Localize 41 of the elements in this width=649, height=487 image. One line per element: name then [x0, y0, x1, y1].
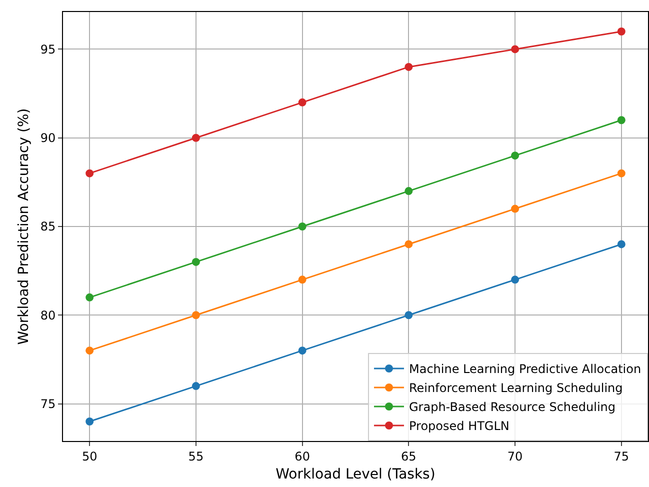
point: [298, 346, 306, 355]
point: [404, 240, 413, 248]
point: [298, 222, 306, 230]
x-tick-label: 70: [507, 449, 523, 464]
point: [617, 169, 626, 178]
x-tick-label: 60: [294, 449, 310, 464]
x-tick-label: 50: [82, 449, 98, 464]
point: [298, 98, 306, 106]
point: [86, 346, 94, 355]
point: [511, 152, 520, 160]
point: [192, 382, 200, 390]
y-axis-title: Workload Prediction Accuracy (%): [16, 108, 32, 345]
point: [511, 204, 520, 213]
legend-label: Reinforcement Learning Scheduling: [409, 381, 623, 396]
point: [617, 240, 626, 248]
point: [511, 45, 520, 54]
legend-label: Graph-Based Resource Scheduling: [409, 400, 616, 414]
y-tick-label: 80: [40, 308, 56, 322]
y-tick-label: 90: [40, 131, 56, 146]
x-tick-label: 65: [401, 449, 416, 464]
legend-label: Machine Learning Predictive Allocation: [409, 362, 642, 376]
x-axis-title: Workload Level (Tasks): [276, 466, 436, 483]
point: [86, 169, 94, 178]
point: [298, 276, 306, 284]
point: [86, 418, 94, 426]
point: [617, 116, 626, 124]
point: [617, 28, 626, 36]
y-tick-label: 95: [40, 42, 56, 56]
point: [192, 134, 200, 142]
x-tick-label: 75: [614, 449, 630, 464]
point: [511, 276, 520, 284]
point: [404, 187, 413, 196]
point: [404, 311, 413, 320]
legend-label: Proposed HTGLN: [409, 419, 510, 434]
point: [404, 62, 413, 71]
x-tick-label: 55: [188, 449, 204, 464]
point: [192, 258, 200, 266]
y-tick-label: 85: [40, 220, 56, 234]
y-tick-label: 75: [40, 396, 56, 411]
point: [192, 311, 200, 320]
point: [86, 293, 94, 302]
